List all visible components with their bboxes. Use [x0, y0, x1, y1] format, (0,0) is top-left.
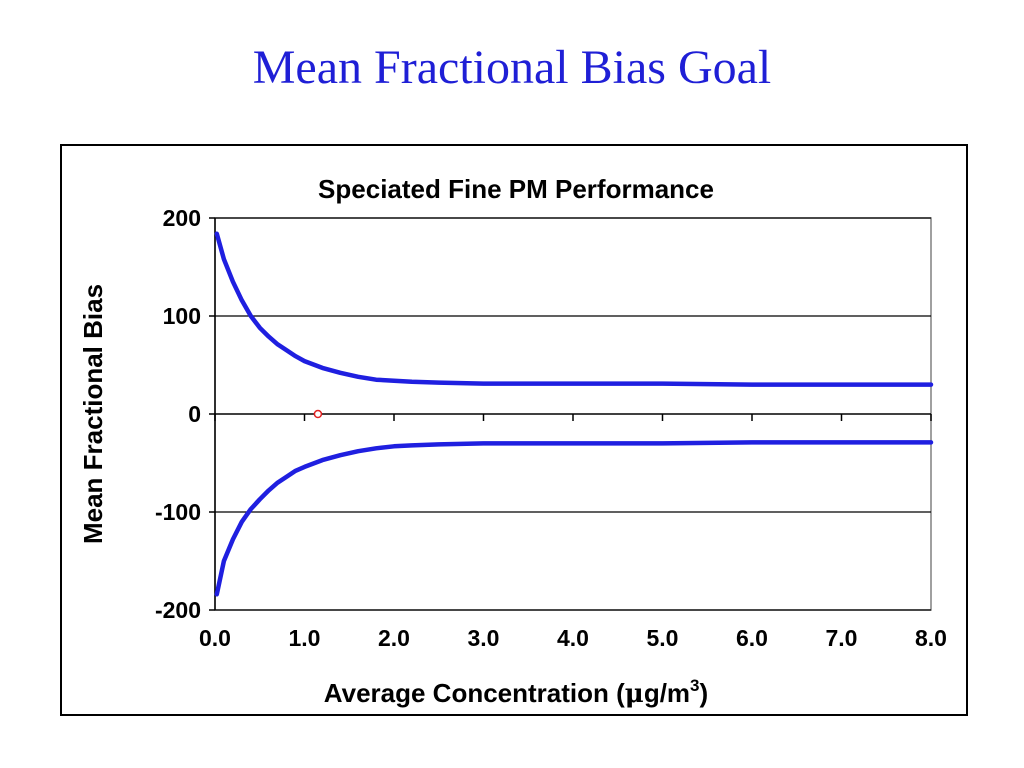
x-tick-label-4: 4.0: [557, 625, 589, 651]
x-tick-labels: 0.0 1.0 2.0 3.0 4.0 5.0 6.0 7.0 8.0: [199, 625, 947, 651]
y-tick-label-1: 100: [163, 303, 201, 329]
axes: [209, 217, 932, 611]
series-line-1: [214, 440, 934, 597]
y-axis-label: Mean Fractional Bias: [78, 284, 108, 544]
data-points: [313, 409, 323, 419]
chart-svg: Speciated Fine PM Performance 200 100 0 -10…: [78, 174, 947, 709]
x-tick-label-6: 6.0: [736, 625, 768, 651]
x-tick-label-2: 2.0: [378, 625, 410, 651]
x-axis-label-mu: μ: [625, 679, 644, 709]
chart-title: Speciated Fine PM Performance: [318, 174, 714, 204]
x-axis-label-close: ): [700, 678, 709, 708]
series-line-0: [214, 231, 934, 387]
x-axis-label-sup: 3: [690, 676, 699, 695]
y-tick-labels: 200 100 0 -100 -200: [155, 205, 201, 623]
x-tick-label-3: 3.0: [468, 625, 500, 651]
x-tick-label-7: 7.0: [826, 625, 858, 651]
slide-title: Mean Fractional Bias Goal: [252, 41, 772, 94]
x-tick-label-8: 8.0: [915, 625, 947, 651]
x-tick-label-0: 0.0: [199, 625, 231, 651]
x-axis-label-unit: g/m: [644, 678, 690, 708]
x-tick-label-1: 1.0: [289, 625, 321, 651]
chart-frame: Speciated Fine PM Performance 200 100 0 -10…: [60, 144, 968, 716]
y-tick-label-0: 200: [163, 205, 201, 231]
x-axis-label-main: Average Concentration (: [324, 678, 625, 708]
data-point-0: [313, 409, 323, 419]
x-axis-label: Average Concentration (μg/m3): [324, 676, 708, 709]
series-lines: [214, 231, 934, 597]
y-tick-label-2: 0: [188, 401, 201, 427]
y-tick-label-3: -100: [155, 499, 201, 525]
x-tick-label-5: 5.0: [647, 625, 679, 651]
y-tick-label-4: -200: [155, 597, 201, 623]
gridlines: [215, 217, 931, 611]
